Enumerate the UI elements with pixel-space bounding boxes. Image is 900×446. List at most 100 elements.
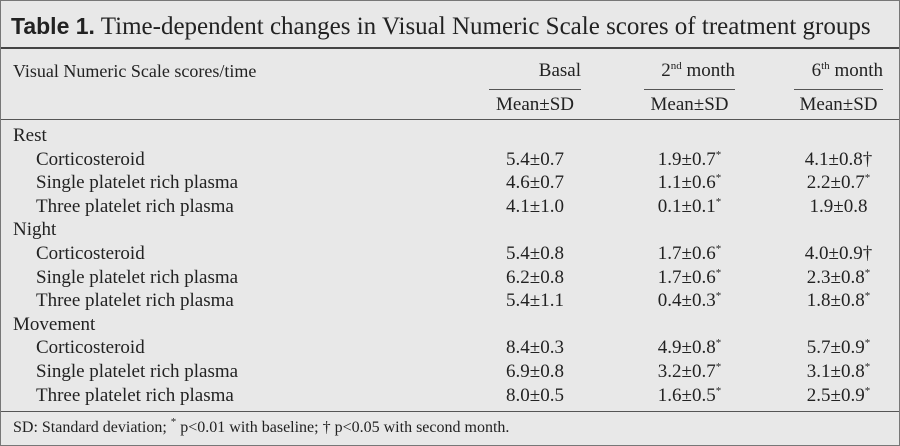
cell-sup: * [864,172,871,185]
column-subheader: Mean±SD [496,94,574,115]
rule [794,89,883,90]
footnote-part: p<0.01 with baseline; † p<0.05 with seco… [176,419,510,436]
row-label: Three platelet rich plasma [36,384,234,406]
cell: 2.2±0.7* [784,172,893,194]
cell-sup: * [715,243,722,255]
cell: 2.3±0.8* [784,267,893,289]
cell-sup: * [715,337,722,350]
cell-value: 5.7±0.9 [806,337,865,359]
cell: 5.4±0.7 [479,149,591,171]
cell-sup: * [715,172,722,185]
cell: 5.4±0.8 [479,243,591,265]
cell-value: 4.9±0.8 [657,337,716,359]
cell-sup: * [864,290,871,303]
cell-value: 2.2±0.7 [806,172,865,194]
cell: 4.0±0.9† [784,243,893,265]
cell: 5.7±0.9* [784,337,893,359]
group-label: Movement [13,313,96,335]
column-header-rest: month [829,60,883,81]
column-header: 2nd month [624,60,735,82]
cell: 6.2±0.8 [479,267,591,289]
row-label: Single platelet rich plasma [36,361,239,382]
column-header-text: 2 [661,60,671,81]
row-label: Single platelet rich plasma [36,172,239,194]
cell: 8.0±0.5 [479,385,591,407]
cell: 1.9±0.7* [634,149,745,171]
cell-sup: * [864,384,871,397]
title-text: Time-dependent changes in Visual Numeric… [100,13,871,40]
cell-value: 2.3±0.8 [806,266,865,288]
cell-value: 1.9±0.8 [809,195,868,217]
cell: 1.9±0.8 [784,196,893,218]
cell-value: 4.6±0.7 [506,172,564,194]
cell-value: 6.2±0.8 [506,266,564,288]
cell: 4.9±0.8* [634,337,745,359]
cell: 1.1±0.6* [634,172,745,194]
column-subheader: Mean±SD [799,94,878,115]
cell-sup: * [715,361,722,373]
cell-sup: * [715,266,722,279]
group-label: Rest [13,125,47,146]
cell-value: 0.4±0.3 [657,290,716,312]
cell: 4.1±0.8† [784,149,893,171]
cell-value: 2.5±0.9 [806,384,865,406]
cell: 4.6±0.7 [479,172,591,194]
footnote-part: * [170,416,177,428]
column-header-text: Basal [538,60,581,81]
cell: 5.4±1.1 [479,290,591,312]
rule [489,89,581,90]
cell-sup: * [715,384,722,397]
column-header-rest: month [681,60,735,81]
cell-value: 8.4±0.3 [506,337,564,359]
cell: 2.5±0.9* [784,385,893,407]
cell: 1.8±0.8* [784,290,893,312]
row-label: Corticosteroid [36,243,145,264]
cell-value: 4.1±1.0 [506,195,564,217]
cell-sup: * [864,361,871,373]
cell: 1.7±0.6* [634,267,745,289]
rule [1,47,899,49]
footnote-part: SD: Standard deviation; [13,419,171,436]
cell-sup: * [715,195,722,208]
cell-sup: * [715,148,722,161]
cell-value: 1.8±0.8 [806,290,865,312]
cell: 1.7±0.6* [634,243,745,265]
cell-value: 0.1±0.1 [657,195,716,217]
row-label: Single platelet rich plasma [36,266,239,288]
table-title: Table 1. Time-dependent changes in Visua… [11,11,871,42]
column-subheader: Mean±SD [650,94,729,115]
cell-value: 3.2±0.7 [657,361,716,382]
cell-value: 6.9±0.8 [506,361,564,382]
footnote: SD: Standard deviation; * p<0.01 with ba… [13,417,509,439]
cell-value: 5.4±1.1 [506,290,564,312]
cell-sup: * [864,337,871,350]
cell-value: 4.0±0.9† [804,243,873,264]
cell: 4.1±1.0 [479,196,591,218]
row-label: Corticosteroid [36,337,145,359]
cell-value: 1.9±0.7 [657,148,716,170]
rule [1,119,899,120]
column-header-text: 6 [811,60,822,81]
cell: 6.9±0.8 [479,361,591,383]
cell: 0.4±0.3* [634,290,745,312]
cell-value: 1.7±0.6 [657,266,716,288]
cell-value: 3.1±0.8 [806,361,865,382]
cell-sup: * [715,290,722,303]
header-first: Visual Numeric Scale scores/time [13,61,257,81]
cell-value: 4.1±0.8† [804,148,873,170]
cell: 3.1±0.8* [784,361,893,383]
cell-value: 8.0±0.5 [506,384,564,406]
cell-value: 1.6±0.5 [657,384,716,406]
column-header: 6th month [774,60,883,82]
cell-value: 1.7±0.6 [657,243,716,264]
cell: 3.2±0.7* [634,361,745,383]
rule [644,89,735,90]
rule [1,411,899,412]
cell-value: 1.1±0.6 [657,172,716,194]
column-header-sup: th [821,60,830,72]
column-header-sup: nd [670,60,682,72]
row-label: Corticosteroid [36,148,145,170]
column-header: Basal [469,60,581,82]
cell-sup: * [864,266,871,279]
